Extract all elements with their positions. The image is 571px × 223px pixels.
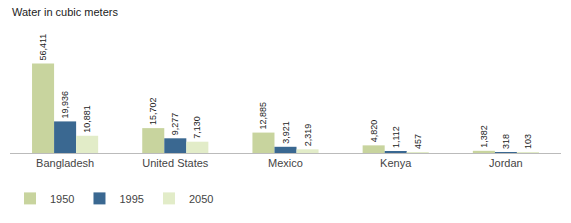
svg-text:15,702: 15,702 (148, 98, 158, 126)
svg-text:1,112: 1,112 (391, 126, 401, 148)
svg-text:2050: 2050 (189, 193, 213, 205)
svg-text:1995: 1995 (119, 193, 143, 205)
svg-text:Water in cubic meters: Water in cubic meters (12, 6, 118, 18)
svg-text:1950: 1950 (50, 193, 74, 205)
svg-text:Mexico: Mexico (268, 157, 303, 169)
svg-text:1,382: 1,382 (479, 125, 489, 148)
svg-text:2,319: 2,319 (303, 124, 313, 147)
svg-text:56,411: 56,411 (38, 34, 48, 61)
svg-text:Kenya: Kenya (380, 157, 412, 169)
svg-text:19,936: 19,936 (60, 91, 70, 119)
svg-text:3,921: 3,921 (281, 121, 291, 144)
svg-text:10,881: 10,881 (82, 105, 92, 133)
svg-text:318: 318 (501, 134, 511, 149)
svg-text:7,130: 7,130 (192, 116, 202, 139)
svg-text:12,885: 12,885 (258, 102, 268, 130)
svg-text:103: 103 (523, 134, 533, 149)
svg-text:457: 457 (413, 134, 423, 149)
svg-text:4,820: 4,820 (369, 120, 379, 143)
svg-text:United States: United States (142, 157, 209, 169)
svg-text:Jordan: Jordan (489, 157, 523, 169)
svg-text:Bangladesh: Bangladesh (36, 157, 94, 169)
svg-text:9,277: 9,277 (170, 113, 180, 136)
